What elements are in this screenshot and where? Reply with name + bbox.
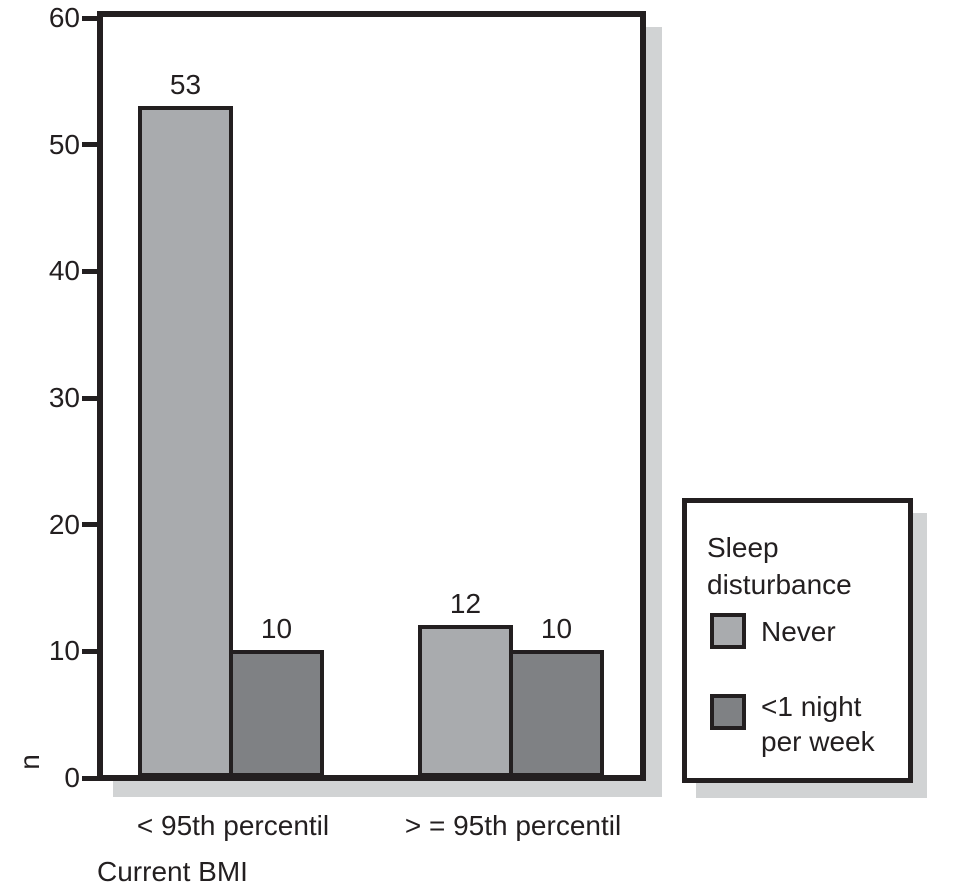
y-tick-label-50: 50 xyxy=(48,128,80,160)
bar-lt95-series1 xyxy=(229,650,324,777)
x-axis-title: Current BMI xyxy=(97,856,248,887)
y-tick-mark-50 xyxy=(82,142,103,148)
y-tick-label-30: 30 xyxy=(48,382,80,413)
y-tick-label-40: 40 xyxy=(48,255,80,287)
x-category-label-lt95: < 95th percentil xyxy=(136,810,330,841)
bar-lt95-series0 xyxy=(138,106,233,777)
legend-swatch-never xyxy=(710,613,746,649)
y-tick-label-60: 60 xyxy=(48,2,80,33)
bar-value-label: 10 xyxy=(540,613,573,644)
y-tick-label-10: 10 xyxy=(48,635,80,667)
y-tick-mark-40 xyxy=(82,268,103,274)
legend-title: Sleep disturbance xyxy=(707,532,852,600)
bar-value-label: 12 xyxy=(449,588,482,619)
y-tick-mark-20 xyxy=(82,522,103,528)
y-tick-mark-10 xyxy=(82,648,103,654)
bar-value-label: 10 xyxy=(260,613,293,644)
bar-ge95-series1 xyxy=(509,650,604,777)
legend-label-lt1-night: <1 night per week xyxy=(761,691,875,757)
y-tick-mark-0 xyxy=(82,775,103,781)
y-tick-mark-60 xyxy=(82,15,103,21)
y-tick-label-20: 20 xyxy=(48,508,80,540)
y-tick-label-0: 0 xyxy=(64,762,80,793)
legend-box: Sleep disturbance Never <1 night per wee… xyxy=(682,498,913,783)
legend-label-never: Never xyxy=(761,616,836,647)
y-axis-title-text: n xyxy=(14,754,45,770)
y-tick-mark-30 xyxy=(82,395,103,401)
y-axis-title: n xyxy=(12,744,48,780)
legend-swatch-lt1-night xyxy=(710,694,746,730)
x-category-label-ge95: > = 95th percentil xyxy=(404,810,622,841)
bar-ge95-series0 xyxy=(418,625,513,777)
bar-value-label: 53 xyxy=(169,69,202,100)
